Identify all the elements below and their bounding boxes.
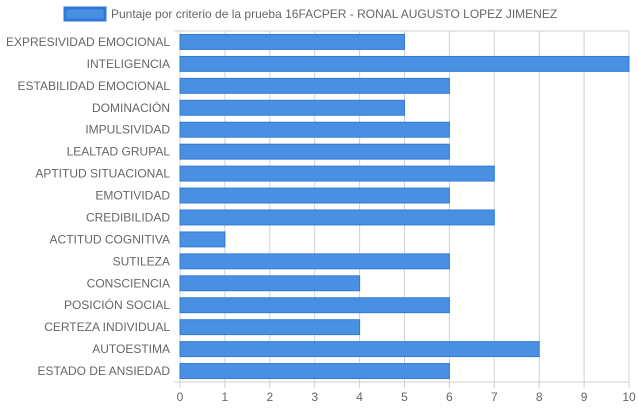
bar[interactable] bbox=[179, 231, 226, 248]
y-category-label: IMPULSIVIDAD bbox=[85, 123, 170, 137]
x-tick-label: 7 bbox=[491, 390, 498, 404]
x-tick-label: 9 bbox=[581, 390, 588, 404]
bar[interactable] bbox=[179, 297, 450, 314]
x-tick-label: 4 bbox=[356, 390, 363, 404]
bar[interactable] bbox=[179, 77, 450, 94]
x-tick-label: 1 bbox=[222, 390, 229, 404]
y-category-label: LEALTAD GRUPAL bbox=[67, 145, 171, 159]
bar[interactable] bbox=[179, 209, 495, 226]
x-tick-label: 2 bbox=[266, 390, 273, 404]
bar[interactable] bbox=[179, 319, 361, 336]
legend-label: Puntaje por criterio de la prueba 16FACP… bbox=[111, 7, 557, 21]
chart-bars bbox=[179, 34, 630, 379]
bar[interactable] bbox=[179, 143, 450, 160]
x-axis-tick-labels: 0 1 2 3 4 5 6 7 8 9 10 bbox=[177, 390, 636, 404]
x-tick-label: 0 bbox=[177, 390, 184, 404]
y-category-label: DOMINACIÓN bbox=[92, 100, 170, 115]
bar[interactable] bbox=[179, 165, 495, 182]
bar[interactable] bbox=[179, 34, 405, 50]
bar[interactable] bbox=[179, 341, 540, 358]
y-category-label: AUTOESTIMA bbox=[92, 342, 170, 356]
bar[interactable] bbox=[179, 55, 630, 72]
y-axis-labels: EXPRESIVIDAD EMOCIONAL INTELIGENCIA ESTABI… bbox=[6, 35, 170, 378]
y-category-label: APTITUD SITUACIONAL bbox=[35, 167, 170, 181]
bar[interactable] bbox=[179, 99, 405, 116]
y-category-label: EMOTIVIDAD bbox=[95, 189, 170, 203]
legend-swatch bbox=[63, 6, 107, 22]
y-category-label: INTELIGENCIA bbox=[87, 57, 170, 71]
y-category-label: ESTABILIDAD EMOCIONAL bbox=[18, 79, 171, 93]
y-category-label: EXPRESIVIDAD EMOCIONAL bbox=[6, 35, 170, 49]
y-category-label: POSICIÓN SOCIAL bbox=[64, 297, 170, 312]
x-tick-label: 5 bbox=[401, 390, 408, 404]
chart-legend[interactable]: Puntaje por criterio de la prueba 16FACP… bbox=[63, 6, 557, 22]
x-tick-label: 3 bbox=[311, 390, 318, 404]
y-category-label: ESTADO DE ANSIEDAD bbox=[38, 364, 171, 378]
bar[interactable] bbox=[179, 121, 450, 138]
y-category-label: CERTEZA INDIVIDUAL bbox=[44, 320, 170, 334]
bar[interactable] bbox=[179, 187, 450, 204]
x-tick-label: 8 bbox=[536, 390, 543, 404]
bar[interactable] bbox=[179, 363, 450, 379]
y-category-label: CONSCIENCIA bbox=[87, 276, 170, 290]
y-category-label: SUTILEZA bbox=[113, 254, 170, 268]
y-category-label: ACTITUD COGNITIVA bbox=[50, 232, 170, 246]
bar[interactable] bbox=[179, 253, 450, 270]
y-category-label: CREDIBILIDAD bbox=[86, 210, 170, 224]
bar[interactable] bbox=[179, 275, 361, 292]
x-tick-label: 10 bbox=[622, 390, 636, 404]
x-tick-label: 6 bbox=[446, 390, 453, 404]
